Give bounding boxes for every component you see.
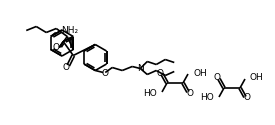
Text: N: N [137,64,144,73]
Text: O: O [186,88,194,98]
Text: O: O [102,69,109,78]
Text: O: O [156,68,164,78]
Text: O: O [243,94,251,102]
Text: O: O [213,74,221,82]
Text: O: O [53,43,60,52]
Text: O: O [63,63,70,72]
Text: OH: OH [250,74,264,82]
Text: HO: HO [143,88,157,98]
Text: OH: OH [193,68,207,78]
Text: NH₂: NH₂ [61,26,78,35]
Text: HO: HO [200,94,214,102]
